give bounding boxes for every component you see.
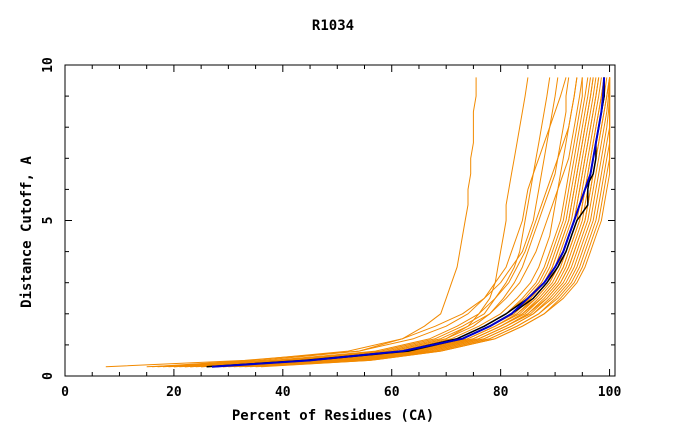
model-curve-29: [201, 77, 600, 368]
model-curve-31: [222, 77, 611, 368]
x-tick-label-100: 100: [598, 385, 622, 400]
model-curve-7: [184, 77, 578, 368]
model-curve-21: [255, 77, 611, 368]
model-curve-20: [250, 77, 611, 368]
model-curve-19: [244, 77, 611, 368]
x-tick-label-20: 20: [166, 385, 182, 400]
y-axis-title: Distance Cutoff, A: [19, 156, 35, 308]
x-axis-title: Percent of Residues (CA): [232, 408, 434, 424]
model-curve-26: [152, 77, 559, 368]
model-curve-17: [233, 77, 611, 368]
x-tick-label-40: 40: [275, 385, 291, 400]
model-curve-10: [195, 77, 594, 368]
model-curve-23: [157, 77, 567, 368]
model-curve-9: [190, 77, 591, 368]
model-curve-4: [146, 77, 529, 368]
model-curve-15: [222, 77, 608, 368]
x-tick-label-0: 0: [61, 385, 69, 400]
series-layer: [105, 77, 611, 368]
model-curve-22: [260, 77, 611, 368]
plot-frame: [64, 64, 616, 377]
model-curve-11: [201, 77, 597, 368]
y-tick-label-10: 10: [41, 57, 56, 73]
model-curve-24: [168, 77, 578, 368]
chart-title: R1034: [312, 18, 354, 34]
model-curve-25: [179, 77, 583, 368]
model-curve-12: [206, 77, 600, 368]
x-tick-label-60: 60: [384, 385, 400, 400]
highlight-black-curve-2: [211, 77, 605, 368]
model-curve-18: [239, 77, 611, 368]
model-curve-30: [211, 77, 605, 368]
x-tick-label-80: 80: [493, 385, 509, 400]
y-tick-label-5: 5: [41, 217, 56, 225]
model-curve-5: [162, 77, 551, 368]
highlight-black-curve-1: [206, 77, 605, 368]
highlight-blue-curve-0: [211, 77, 606, 368]
ticks-layer: 0 20 40 60 80 100 0 5 10: [41, 57, 621, 400]
model-curve-6: [173, 77, 570, 368]
y-tick-label-0: 0: [41, 372, 56, 380]
model-curve-3: [105, 77, 477, 368]
